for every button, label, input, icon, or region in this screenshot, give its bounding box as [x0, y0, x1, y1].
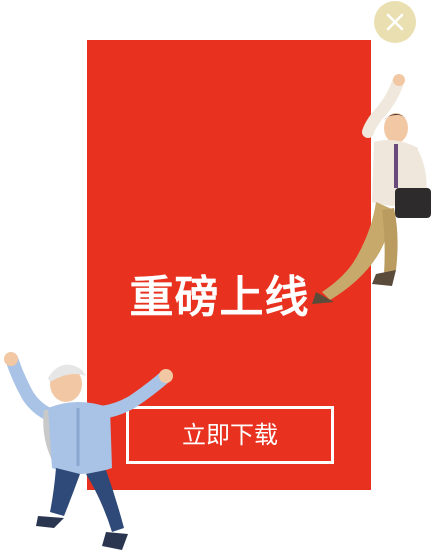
- jumping-man-illustration: [4, 352, 173, 550]
- download-now-button[interactable]: 立即下载: [126, 406, 334, 464]
- promo-card: [87, 40, 371, 490]
- headline-text: 重磅上线: [129, 272, 310, 323]
- businessman-illustration: [312, 74, 431, 304]
- close-icon: [386, 13, 404, 31]
- close-button[interactable]: [374, 1, 416, 43]
